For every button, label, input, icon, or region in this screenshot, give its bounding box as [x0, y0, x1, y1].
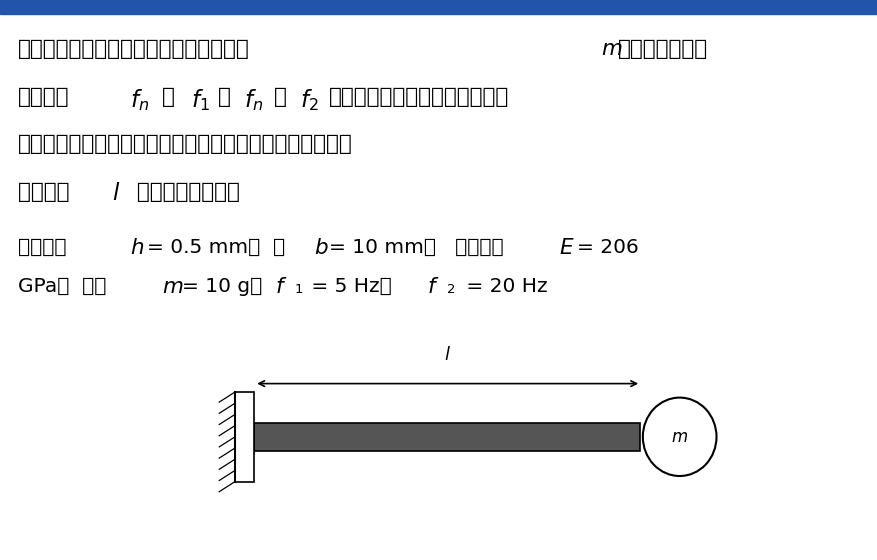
Bar	[235, 392, 254, 482]
Text: = 10 mm，   ヤング率: = 10 mm， ヤング率	[329, 238, 503, 257]
Text: = 5 Hz，: = 5 Hz，	[305, 277, 411, 296]
Text: はり長さ: はり長さ	[18, 182, 76, 202]
Text: となるように設計したい．はり: となるように設計したい．はり	[329, 87, 510, 107]
Ellipse shape	[643, 398, 717, 476]
Text: $b$: $b$	[314, 238, 329, 258]
Text: $f$: $f$	[275, 277, 287, 297]
Text: = 10 g，: = 10 g，	[182, 277, 275, 296]
Text: = 0.5 mm，  幅: = 0.5 mm， 幅	[147, 238, 285, 257]
Text: $f_n$: $f_n$	[130, 87, 149, 113]
Text: $l$: $l$	[445, 346, 451, 364]
Text: $f_2$: $f_2$	[300, 87, 318, 113]
Text: の質量を無視できるとして以下の数値が与えられたときの: の質量を無視できるとして以下の数値が与えられたときの	[18, 134, 353, 155]
Text: ＜: ＜	[274, 87, 287, 107]
Text: はり厚さ: はり厚さ	[18, 238, 66, 257]
Text: 図のような片持はりのばねの先端に質量: 図のような片持はりのばねの先端に質量	[18, 39, 249, 59]
Text: $f_1$: $f_1$	[191, 87, 210, 113]
Bar	[254, 423, 640, 451]
Text: 有振動数: 有振動数	[18, 87, 69, 107]
Text: の範囲を求めよ．: の範囲を求めよ．	[130, 182, 239, 202]
Text: $l$: $l$	[112, 182, 120, 205]
Text: を: を	[162, 87, 175, 107]
Text: $_{1}$: $_{1}$	[288, 277, 303, 296]
Text: ＜: ＜	[217, 87, 231, 107]
Bar	[0, 0, 877, 14]
Text: $_{2}$: $_{2}$	[440, 277, 455, 296]
Text: $m$: $m$	[162, 277, 183, 297]
Text: $h$: $h$	[130, 238, 144, 258]
Text: $f$: $f$	[427, 277, 439, 297]
Text: $E$: $E$	[559, 238, 574, 258]
Text: $m$: $m$	[671, 428, 688, 446]
Text: $m$: $m$	[601, 39, 622, 59]
Text: $f_n$: $f_n$	[244, 87, 263, 113]
Text: = 20 Hz: = 20 Hz	[460, 277, 548, 296]
Text: GPa，  質量: GPa， 質量	[18, 277, 106, 296]
Text: を付けた系の固: を付けた系の固	[618, 39, 709, 59]
Text: = 206: = 206	[577, 238, 638, 257]
